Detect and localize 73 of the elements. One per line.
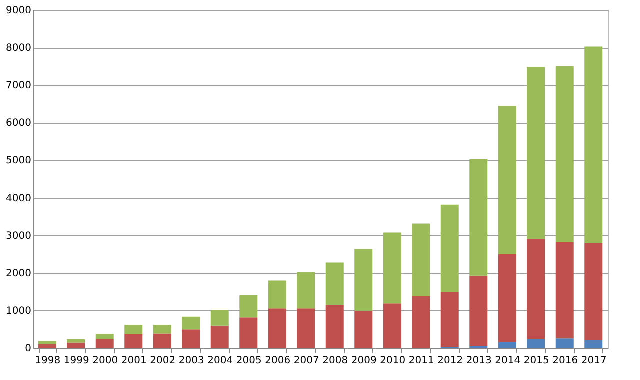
x-tick-label: 2001 bbox=[121, 356, 147, 366]
bar bbox=[527, 239, 546, 340]
bar bbox=[268, 280, 286, 309]
x-tick-label: 2017 bbox=[581, 356, 607, 366]
bar bbox=[38, 341, 56, 344]
x-tick-label: 2005 bbox=[236, 356, 262, 366]
bar bbox=[527, 67, 546, 240]
bar bbox=[182, 316, 200, 330]
bar bbox=[498, 254, 516, 342]
x-tick-label: 2000 bbox=[92, 356, 118, 366]
y-tick-label: 0 bbox=[25, 344, 32, 354]
x-tick-label: 2008 bbox=[322, 356, 348, 366]
bar bbox=[124, 334, 143, 348]
x-tick-label: 2009 bbox=[351, 356, 377, 366]
bar bbox=[240, 318, 258, 348]
bar bbox=[556, 66, 574, 242]
y-tick-label: 4000 bbox=[6, 193, 32, 204]
x-tick-label: 2014 bbox=[495, 356, 521, 366]
bar bbox=[584, 243, 603, 340]
y-tick-label: 7000 bbox=[6, 80, 32, 92]
y-tick-label: 6000 bbox=[6, 118, 32, 130]
x-tick-label: 2012 bbox=[438, 356, 464, 366]
y-tick-label: 5000 bbox=[6, 156, 32, 167]
bar bbox=[124, 325, 143, 334]
bar bbox=[440, 204, 459, 292]
bar bbox=[240, 295, 258, 318]
x-tick-label: 2016 bbox=[552, 356, 578, 366]
bar bbox=[153, 325, 172, 334]
x-tick-label: 1999 bbox=[64, 356, 90, 366]
bar bbox=[412, 224, 430, 297]
bar bbox=[527, 339, 546, 348]
x-tick-label: 2004 bbox=[208, 356, 234, 366]
bar bbox=[498, 342, 516, 348]
bar bbox=[470, 276, 488, 346]
x-tick-label: 2013 bbox=[466, 356, 492, 366]
x-tick-label: 2006 bbox=[265, 356, 291, 366]
bar bbox=[297, 308, 316, 348]
bar bbox=[182, 330, 200, 348]
bar bbox=[498, 106, 516, 254]
bar bbox=[96, 334, 114, 340]
bar bbox=[326, 262, 344, 306]
bar bbox=[96, 339, 114, 348]
x-tick-label: 2003 bbox=[178, 356, 204, 366]
bar bbox=[354, 310, 373, 348]
bar bbox=[153, 334, 172, 348]
x-tick-label: 2002 bbox=[150, 356, 176, 366]
y-tick-label: 1000 bbox=[6, 306, 32, 317]
bar bbox=[470, 159, 488, 276]
bar bbox=[383, 304, 402, 348]
x-tick-label: 2007 bbox=[294, 356, 320, 366]
bar bbox=[440, 292, 459, 348]
x-tick-label: 1998 bbox=[35, 356, 61, 366]
bar bbox=[584, 340, 603, 348]
y-tick-label: 3000 bbox=[6, 230, 32, 242]
y-tick-label: 9000 bbox=[6, 6, 32, 16]
y-tick-label: 2000 bbox=[6, 268, 32, 280]
bar bbox=[354, 249, 373, 311]
x-tick-label: 2010 bbox=[380, 356, 406, 366]
y-tick-label: 8000 bbox=[6, 43, 32, 54]
x-tick-label: 2015 bbox=[524, 356, 550, 366]
bar bbox=[67, 342, 86, 348]
bar bbox=[584, 46, 603, 244]
bar bbox=[38, 344, 56, 348]
bar bbox=[556, 242, 574, 339]
bar bbox=[297, 272, 316, 309]
bar bbox=[326, 305, 344, 348]
bar bbox=[210, 310, 229, 326]
bar bbox=[268, 308, 286, 348]
bar bbox=[383, 232, 402, 304]
bar bbox=[210, 326, 229, 348]
bar bbox=[556, 338, 574, 348]
bar bbox=[412, 296, 430, 348]
x-tick-label: 2011 bbox=[408, 356, 434, 366]
